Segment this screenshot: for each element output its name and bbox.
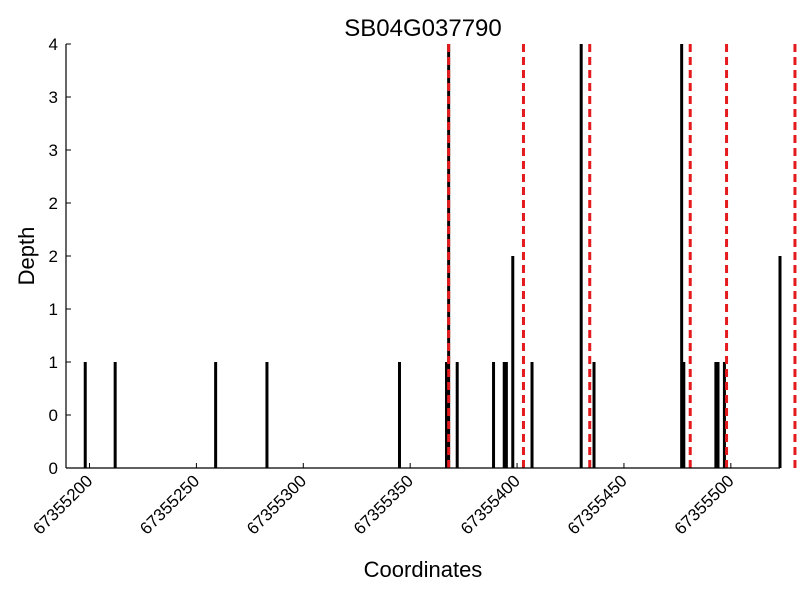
depth-bar — [492, 362, 496, 468]
y-tick-label: 3 — [49, 88, 58, 107]
depth-bar — [502, 362, 506, 468]
depth-bar — [530, 362, 534, 468]
y-tick-label: 2 — [49, 194, 58, 213]
y-tick-label: 2 — [49, 247, 58, 266]
depth-bar — [214, 362, 218, 468]
depth-bar — [455, 362, 459, 468]
chart-title: SB04G037790 — [344, 15, 501, 42]
depth-bar — [265, 362, 269, 468]
depth-bar — [714, 362, 718, 468]
depth-bar — [83, 362, 87, 468]
x-tick-label: 67355350 — [350, 471, 417, 538]
x-tick-label: 67355450 — [564, 471, 631, 538]
depth-bar — [579, 44, 583, 468]
y-tick-label: 4 — [49, 35, 58, 54]
depth-bar — [113, 362, 117, 468]
x-tick-label: 67355200 — [29, 471, 96, 538]
depth-bar — [722, 362, 726, 468]
depth-bar — [445, 362, 449, 468]
x-tick-label: 67355500 — [671, 471, 738, 538]
y-ticks-layer: 0 0 1 1 2 2 3 3 4 — [49, 35, 71, 478]
x-tick-label: 67355250 — [136, 471, 203, 538]
y-tick-label: 3 — [49, 141, 58, 160]
x-axis-label: Coordinates — [364, 557, 483, 582]
depth-bar — [397, 362, 401, 468]
depth-bar — [511, 256, 515, 468]
depth-bar — [682, 362, 686, 468]
depth-bar — [778, 256, 782, 468]
axes-layer — [65, 44, 780, 469]
y-tick-label: 0 — [49, 459, 58, 478]
y-tick-label: 0 — [49, 406, 58, 425]
y-tick-label: 1 — [49, 300, 58, 319]
bars-layer — [83, 44, 782, 468]
depth-bar — [716, 362, 720, 468]
depth-bar — [592, 362, 596, 468]
markers-layer — [447, 44, 797, 468]
x-tick-label: 67355300 — [243, 471, 310, 538]
x-tick-label: 67355400 — [457, 471, 524, 538]
depth-bar — [504, 362, 508, 468]
y-axis-label: Depth — [14, 227, 39, 286]
x-ticks-layer: 67355200 67355250 67355300 67355350 67355400… — [29, 463, 738, 538]
y-tick-label: 1 — [49, 353, 58, 372]
depth-bar — [680, 44, 684, 468]
